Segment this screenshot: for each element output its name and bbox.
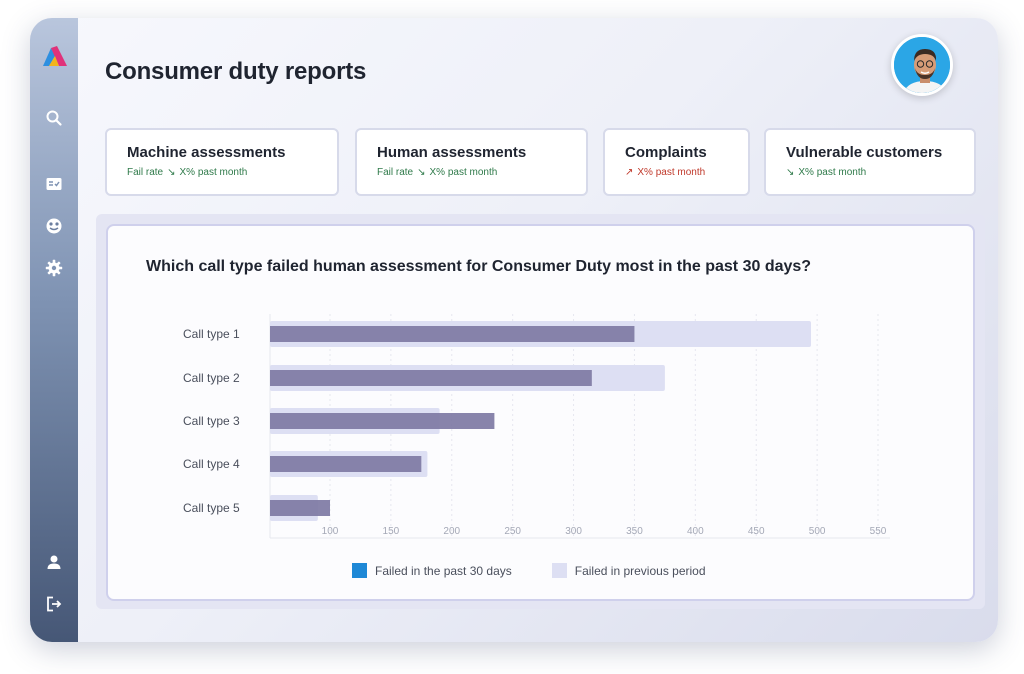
kpi-card-complaints[interactable]: Complaints ↗ X% past month bbox=[603, 128, 750, 196]
kpi-title: Vulnerable customers bbox=[786, 144, 943, 161]
checklist-icon[interactable] bbox=[44, 174, 64, 194]
logout-icon[interactable] bbox=[44, 594, 64, 614]
category-label: Call type 1 bbox=[183, 327, 240, 341]
kpi-title: Complaints bbox=[625, 144, 707, 161]
app-logo bbox=[43, 46, 67, 66]
x-tick-label: 250 bbox=[504, 526, 521, 537]
legend-label-current: Failed in the past 30 days bbox=[375, 563, 512, 578]
kpi-label: Fail rate bbox=[127, 167, 164, 178]
gear-icon[interactable] bbox=[44, 258, 64, 278]
trend-up-icon: ↗ bbox=[625, 167, 634, 178]
kpi-subtitle: Fail rate ↘ X% past month bbox=[377, 167, 586, 178]
kpi-change: X% past month bbox=[429, 167, 498, 178]
avatar[interactable] bbox=[891, 34, 953, 96]
legend-item-current[interactable]: Failed in the past 30 days bbox=[352, 563, 512, 578]
chart-panel: Which call type failed human assessment … bbox=[106, 224, 975, 601]
kpi-card-human-assessments[interactable]: Human assessments Fail rate ↘ X% past mo… bbox=[355, 128, 588, 196]
category-label: Call type 3 bbox=[183, 414, 240, 428]
user-icon[interactable] bbox=[44, 552, 64, 572]
bar-current bbox=[270, 413, 495, 429]
avatar-image bbox=[894, 37, 950, 93]
bar-current bbox=[270, 326, 635, 342]
x-tick-label: 200 bbox=[443, 526, 460, 537]
x-tick-label: 300 bbox=[565, 526, 582, 537]
x-tick-label: 500 bbox=[809, 526, 826, 537]
bar-chart: 100 150 200 250 300 350 400 450 500 550 Call type … bbox=[183, 314, 890, 539]
sidebar bbox=[30, 18, 78, 642]
category-label: Call type 5 bbox=[183, 501, 240, 515]
kpi-label: Fail rate bbox=[377, 167, 414, 178]
trend-down-icon: ↘ bbox=[786, 167, 795, 178]
kpi-title: Human assessments bbox=[377, 144, 527, 161]
bar-current bbox=[270, 500, 330, 516]
category-label: Call type 2 bbox=[183, 371, 240, 385]
x-tick-label: 150 bbox=[383, 526, 400, 537]
bar-current bbox=[270, 370, 592, 386]
kpi-card-machine-assessments[interactable]: Machine assessments Fail rate ↘ X% past … bbox=[105, 128, 339, 196]
trend-down-icon: ↘ bbox=[167, 167, 176, 178]
x-tick-label: 100 bbox=[322, 526, 339, 537]
x-tick-label: 550 bbox=[870, 526, 887, 537]
legend-swatch-previous bbox=[551, 563, 567, 578]
search-icon[interactable] bbox=[44, 108, 64, 128]
kpi-title: Machine assessments bbox=[127, 144, 286, 161]
kpi-card-vulnerable-customers[interactable]: Vulnerable customers ↘ X% past month bbox=[764, 128, 976, 196]
x-tick-label: 450 bbox=[748, 526, 765, 537]
kpi-change: X% past month bbox=[798, 167, 867, 178]
category-label: Call type 4 bbox=[183, 457, 240, 471]
kpi-change: X% past month bbox=[179, 167, 248, 178]
x-tick-label: 350 bbox=[626, 526, 643, 537]
legend-swatch-current bbox=[352, 563, 367, 578]
app-window: Consumer duty reports Machine assessment… bbox=[30, 18, 998, 642]
legend-item-previous[interactable]: Failed in previous period bbox=[551, 563, 706, 578]
bar-current bbox=[270, 456, 422, 472]
x-tick-label: 400 bbox=[687, 526, 704, 537]
trend-down-icon: ↘ bbox=[417, 167, 426, 178]
kpi-subtitle: ↘ X% past month bbox=[786, 167, 974, 178]
legend-label-previous: Failed in previous period bbox=[574, 563, 706, 578]
chart-legend: Failed in the past 30 days Failed in pre… bbox=[352, 563, 746, 578]
chart-title: Which call type failed human assessment … bbox=[146, 258, 812, 275]
dashboard-icon[interactable] bbox=[44, 216, 64, 236]
kpi-change: X% past month bbox=[637, 167, 706, 178]
kpi-subtitle: Fail rate ↘ X% past month bbox=[127, 167, 337, 178]
kpi-subtitle: ↗ X% past month bbox=[625, 167, 748, 178]
page-title: Consumer duty reports bbox=[105, 58, 367, 85]
